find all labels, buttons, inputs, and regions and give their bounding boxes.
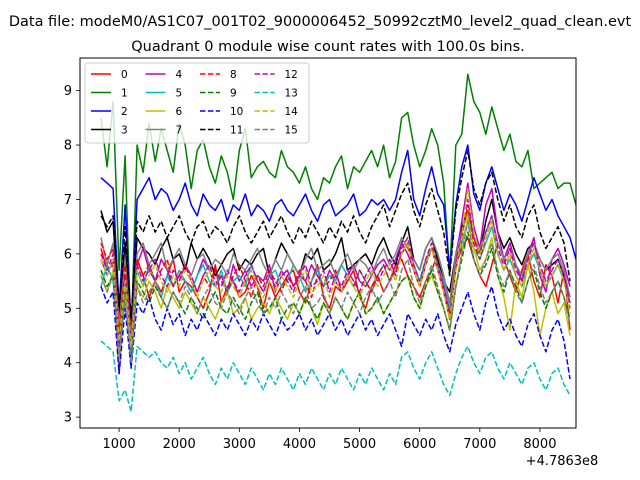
y-tick-label: 4	[64, 356, 72, 371]
series-line-2	[100, 144, 577, 331]
series-line-10	[100, 285, 571, 380]
x-tick-label: 3000	[223, 437, 256, 452]
legend-label-2: 2	[121, 106, 128, 118]
series-line-12	[100, 198, 571, 348]
legend-label-1: 1	[121, 88, 128, 100]
x-tick-label: 1000	[103, 437, 136, 452]
legend-label-12: 12	[285, 69, 298, 81]
y-tick-label: 5	[64, 302, 72, 317]
series-line-11	[100, 149, 571, 320]
legend-label-8: 8	[230, 69, 237, 81]
legend-label-13: 13	[285, 88, 298, 100]
legend-label-9: 9	[230, 88, 237, 100]
x-tick-label: 7000	[463, 437, 496, 452]
y-tick-label: 6	[64, 247, 72, 262]
x-tick-label: 5000	[343, 437, 376, 452]
series-lines	[100, 73, 577, 413]
series-line-15	[100, 220, 571, 364]
x-tick-label: 6000	[403, 437, 436, 452]
legend-label-14: 14	[285, 106, 299, 118]
y-tick-label: 9	[64, 84, 72, 99]
chart-title: Quadrant 0 module wise count rates with …	[131, 39, 525, 55]
legend-label-10: 10	[230, 106, 243, 118]
series-line-13	[100, 340, 571, 413]
legend-frame	[84, 62, 310, 144]
legend-label-15: 15	[285, 125, 298, 137]
series-line-9	[100, 231, 571, 359]
x-tick-label: 2000	[163, 437, 196, 452]
x-axis-ticks: 1000 2000 3000 4000 5000 6000 7000 8000	[103, 428, 556, 452]
legend-label-7: 7	[176, 125, 183, 137]
y-tick-label: 3	[64, 411, 72, 426]
series-line-3	[100, 198, 571, 331]
axes-frame	[79, 57, 577, 429]
legend-label-4: 4	[176, 69, 183, 81]
figure-suptitle: Data file: modeM0/AS1C07_001T02_90000064…	[9, 14, 632, 30]
legend-label-3: 3	[121, 125, 128, 137]
series-line-14	[100, 187, 571, 348]
legend-label-5: 5	[176, 88, 183, 100]
x-axis-offset-text: +4.7863e8	[526, 454, 599, 469]
x-tick-label: 8000	[523, 437, 556, 452]
legend-label-6: 6	[176, 106, 183, 118]
x-tick-label: 4000	[283, 437, 316, 452]
y-tick-label: 7	[64, 193, 72, 208]
legend-label-0: 0	[121, 69, 128, 81]
y-axis-ticks: 3 4 5 6 7 8 9	[64, 84, 80, 426]
series-line-0	[100, 236, 571, 337]
legend-label-11: 11	[230, 125, 243, 137]
y-tick-label: 8	[64, 139, 72, 154]
